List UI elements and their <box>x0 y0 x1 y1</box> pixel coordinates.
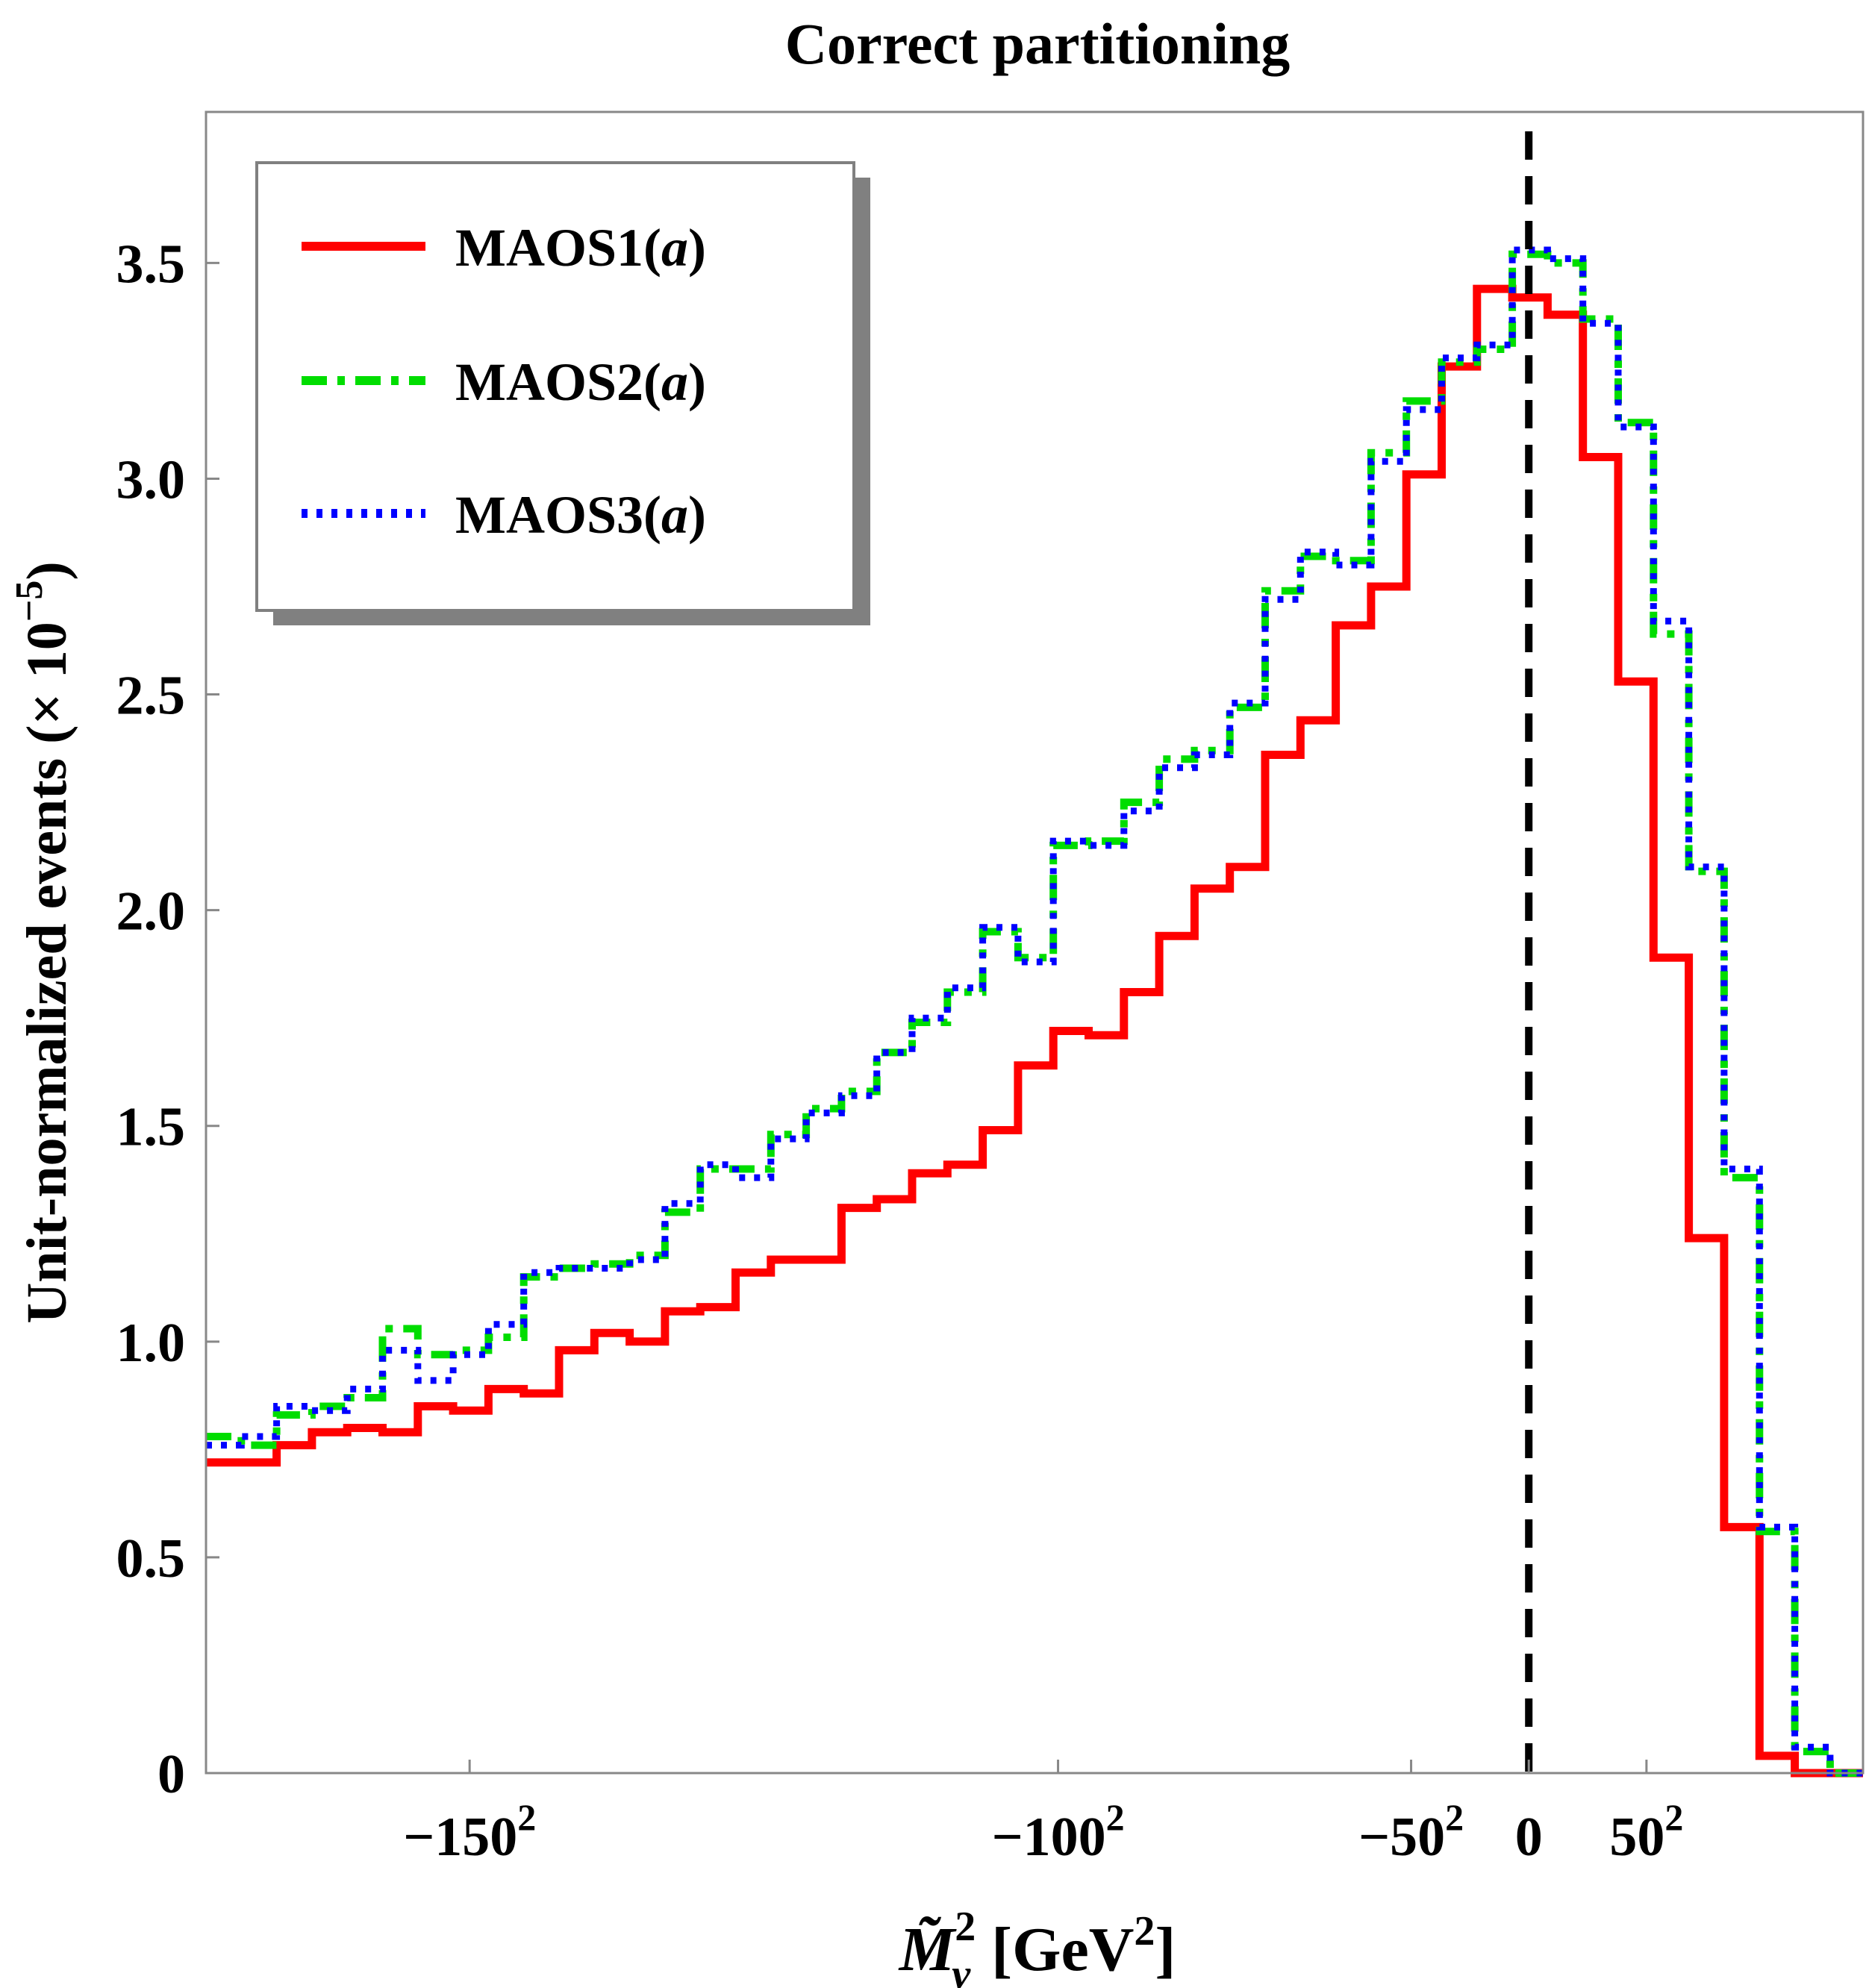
x-tick-label-2: −1002 <box>991 1796 1124 1868</box>
x-tick-label-3: −502 <box>1358 1796 1464 1868</box>
y-tick-label-7: 3.0 <box>116 449 186 510</box>
x-tick-label-5: 502 <box>1609 1796 1683 1868</box>
y-tick-label-8: 3.5 <box>116 234 186 295</box>
y-tick-label-2: 0.5 <box>116 1528 186 1590</box>
legend-label-3: MAOS3(a) <box>455 485 706 545</box>
series-layer <box>206 246 1866 1778</box>
x-axis-label: M̃2 ν [GeV2] <box>898 1904 1176 1988</box>
plot-frame <box>205 110 1865 1775</box>
legend-box <box>255 161 855 612</box>
legend-label-2: MAOS2(a) <box>455 352 706 412</box>
y-tick-label-5: 2.0 <box>116 881 186 943</box>
x-tick-label-1: −1502 <box>403 1796 536 1868</box>
x-axis: −1502 −1002 −502 0 502 <box>403 1760 1683 1868</box>
series-line-2 <box>206 250 1866 1777</box>
legend: MAOS1(a) MAOS2(a) MAOS3(a) <box>255 161 870 625</box>
y-tick-label-1: 0 <box>157 1744 185 1805</box>
legend-items: MAOS1(a) MAOS2(a) MAOS3(a) <box>302 218 706 545</box>
y-axis-label: Unit-normalized events (× 10−5) <box>8 561 78 1323</box>
y-axis: 0 0.5 1.0 1.5 2.0 2.5 3.0 3.5 <box>116 234 219 1805</box>
chart-title: Correct partitioning <box>785 11 1291 76</box>
y-tick-label-4: 1.5 <box>116 1097 186 1158</box>
legend-label-1: MAOS1(a) <box>455 218 706 278</box>
y-tick-label-3: 1.0 <box>116 1313 186 1374</box>
y-tick-label-6: 2.5 <box>116 666 186 727</box>
x-tick-label-4: 0 <box>1515 1807 1543 1868</box>
series-line-3 <box>206 246 1866 1777</box>
